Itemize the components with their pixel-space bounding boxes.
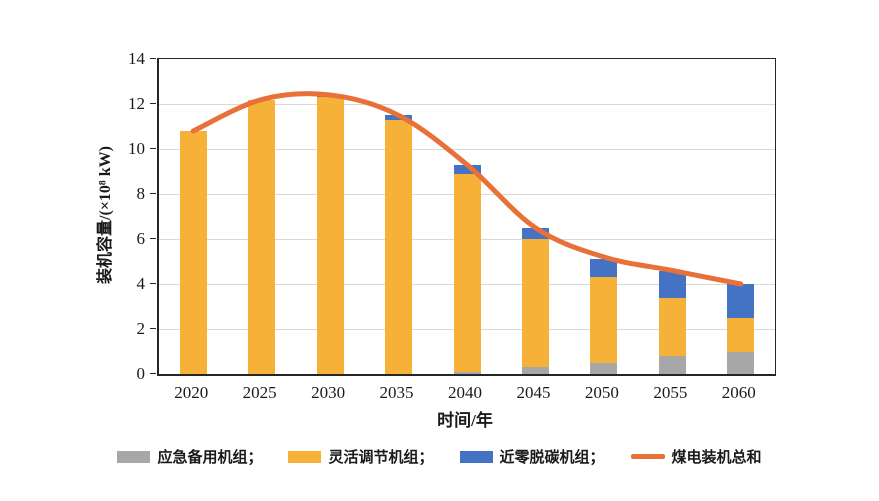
legend-line-swatch-icon [630, 454, 665, 459]
y-axis-title: 装机容量/(×10⁸ kW) [97, 146, 114, 284]
x-tick-label: 2025 [242, 383, 277, 402]
legend-item-1: 灵活调节机组； [288, 446, 434, 467]
gridline [159, 104, 775, 105]
legend-bar-swatch-icon [459, 450, 493, 463]
y-tick-label: 6 [136, 229, 146, 248]
legend: 应急备用机组； 灵活调节机组； 近零脱碳机组； 煤电装机总和 [0, 446, 879, 467]
y-tick-mark [150, 103, 156, 104]
bar-segment [590, 259, 618, 278]
y-tick-mark [150, 58, 156, 59]
y-tick-label: 12 [128, 94, 145, 113]
y-tick-label: 0 [136, 364, 146, 383]
y-tick-mark [150, 373, 156, 374]
y-tick-label: 2 [136, 319, 146, 338]
y-tick-label: 4 [136, 274, 146, 293]
y-tick-mark [150, 283, 156, 284]
bar-segment [385, 119, 413, 374]
bar-segment [727, 317, 755, 352]
x-tick-label: 2020 [174, 383, 209, 402]
x-tick-label: 2030 [311, 383, 346, 402]
x-tick-label: 2040 [448, 383, 482, 402]
bar-stack-2025 [248, 59, 276, 374]
bar-segment [658, 270, 686, 298]
total-line-path [190, 91, 744, 287]
x-tick-label: 2035 [379, 383, 414, 402]
x-axis-title: 时间/年 [437, 411, 493, 430]
bar-segment [727, 284, 755, 318]
bar-segment [727, 351, 755, 374]
y-tick-mark [150, 148, 156, 149]
bar-stack-2060 [727, 59, 755, 374]
y-tick-label: 8 [136, 184, 146, 203]
y-tick-label: 10 [128, 139, 145, 158]
bar-segment [658, 297, 686, 356]
legend-bar-swatch-icon [117, 450, 151, 463]
bar-stack-2020 [179, 59, 207, 374]
gridline [159, 149, 775, 150]
plot-area [157, 58, 776, 376]
y-tick-mark [150, 328, 156, 329]
legend-item-0: 应急备用机组； [117, 446, 262, 467]
bar-segment [453, 173, 481, 372]
x-tick-label: 2050 [584, 383, 619, 402]
bar-segment [316, 97, 344, 374]
bar-segment [521, 239, 549, 368]
y-tick-mark [150, 238, 156, 239]
bar-segment [179, 131, 207, 374]
x-tick-label: 2055 [653, 383, 688, 402]
bar-stack-2045 [521, 59, 549, 374]
bar-stack-2055 [658, 59, 686, 374]
legend-label: 灵活调节机组； [328, 450, 434, 466]
bar-segment [521, 227, 549, 239]
legend-label: 应急备用机组； [157, 450, 263, 466]
total-line [190, 91, 744, 287]
x-tick-label: 2060 [721, 383, 756, 402]
legend-bar-swatch-icon [288, 450, 322, 463]
bar-segment [590, 277, 618, 363]
bar-segment [453, 164, 481, 174]
bar-segment [453, 371, 481, 374]
legend-item-2: 近零脱碳机组； [459, 446, 605, 467]
legend-label: 煤电装机总和 [671, 450, 762, 466]
bar-stack-2050 [590, 59, 618, 374]
x-tick-label: 2045 [516, 383, 551, 402]
bar-stack-2035 [385, 59, 413, 374]
legend-label: 近零脱碳机组； [499, 450, 605, 466]
y-tick-label: 14 [128, 49, 145, 68]
bar-segment [590, 362, 618, 374]
bar-segment [658, 356, 686, 374]
bar-stack-2040 [453, 59, 481, 374]
bar-segment [248, 99, 276, 374]
legend-item-3: 煤电装机总和 [630, 446, 762, 467]
y-tick-mark [150, 193, 156, 194]
bar-segment [521, 367, 549, 374]
